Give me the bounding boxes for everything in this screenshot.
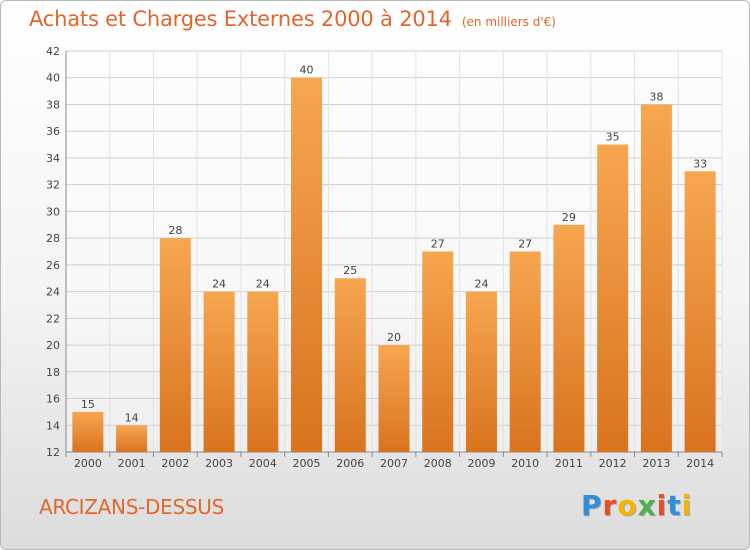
y-tick-label: 30	[46, 205, 60, 218]
chart-title: Achats et Charges Externes 2000 à 2014 (e…	[29, 7, 556, 31]
logo-letter: t	[667, 489, 682, 522]
bar-2007	[378, 345, 410, 452]
chart-subtitle: (en milliers d'€)	[461, 15, 556, 29]
y-tick-label: 34	[46, 152, 60, 165]
x-tick-label: 2006	[336, 457, 364, 470]
data-label: 28	[168, 224, 182, 237]
logo-letter: i	[656, 489, 668, 522]
bar-2008	[422, 251, 454, 452]
data-label: 20	[387, 331, 401, 344]
data-label: 35	[606, 131, 620, 144]
y-tick-label: 38	[46, 98, 60, 111]
y-tick-label: 24	[46, 286, 60, 299]
data-label: 38	[649, 90, 663, 103]
data-label: 29	[562, 211, 576, 224]
data-label: 25	[343, 264, 357, 277]
bar-2013	[640, 104, 672, 452]
data-label: 27	[518, 238, 532, 251]
x-tick-label: 2010	[511, 457, 539, 470]
x-tick-label: 2000	[74, 457, 102, 470]
y-tick-label: 42	[46, 45, 60, 58]
data-label: 40	[300, 64, 314, 77]
y-tick-label: 22	[46, 312, 60, 325]
x-tick-label: 2011	[555, 457, 583, 470]
x-tick-label: 2001	[118, 457, 146, 470]
data-labels: 15 14 28 24 24 40 25 20 27 24 27 29 35 38 33	[81, 64, 707, 425]
x-tick-label: 2002	[161, 457, 189, 470]
proxiti-logo[interactable]: Proxiti	[581, 489, 692, 522]
x-tick-label: 2013	[642, 457, 670, 470]
bar-2010	[509, 251, 541, 452]
logo-letter: x	[637, 489, 657, 522]
y-tick-label: 20	[46, 339, 60, 352]
y-tick-label: 28	[46, 232, 60, 245]
commune-name: ARCIZANS-DESSUS	[39, 495, 224, 519]
y-tick-label: 40	[46, 72, 60, 85]
x-tick-label: 2004	[249, 457, 277, 470]
data-label: 27	[431, 238, 445, 251]
bar-2004	[247, 291, 279, 452]
bar-2003	[203, 291, 235, 452]
y-tick-label: 12	[46, 446, 60, 459]
bar-2009	[465, 291, 497, 452]
y-tick-label: 16	[46, 393, 60, 406]
y-tick-label: 14	[46, 419, 60, 432]
x-tick-label: 2005	[293, 457, 321, 470]
bars	[72, 77, 716, 453]
data-label: 24	[256, 278, 270, 291]
data-label: 14	[125, 411, 139, 424]
data-label: 24	[212, 278, 226, 291]
bar-2000	[72, 411, 104, 452]
y-tick-label: 36	[46, 125, 60, 138]
logo-letter: o	[617, 489, 638, 522]
bar-2002	[159, 238, 191, 452]
logo-letter: r	[602, 489, 618, 522]
data-label: 33	[693, 157, 707, 170]
y-tick-label: 18	[46, 366, 60, 379]
bar-2005	[291, 77, 323, 452]
logo-letter: P	[581, 489, 603, 522]
x-tick-label: 2009	[467, 457, 495, 470]
bar-2014	[684, 171, 716, 453]
data-label: 15	[81, 398, 95, 411]
data-label: 24	[474, 278, 488, 291]
chart-title-text: Achats et Charges Externes 2000 à 2014	[29, 7, 452, 31]
logo-letter: i	[681, 489, 693, 522]
bar-2001	[116, 425, 148, 452]
x-tick-label: 2003	[205, 457, 233, 470]
x-tick-label: 2014	[686, 457, 714, 470]
x-tick-label: 2012	[599, 457, 627, 470]
x-tick-label: 2008	[424, 457, 452, 470]
x-tick-label: 2007	[380, 457, 408, 470]
y-tick-label: 32	[46, 179, 60, 192]
bar-2012	[597, 144, 629, 453]
y-tick-label: 26	[46, 259, 60, 272]
bar-2011	[553, 224, 585, 452]
bar-2006	[334, 278, 366, 452]
